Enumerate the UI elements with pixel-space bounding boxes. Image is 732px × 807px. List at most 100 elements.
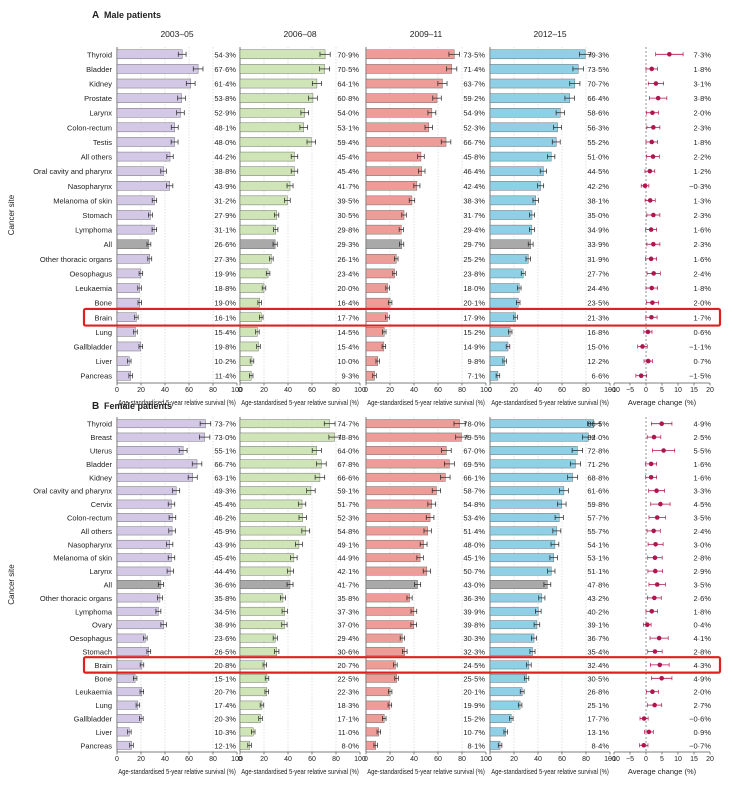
bar: [489, 181, 541, 191]
data-label: 57·7%: [587, 514, 609, 523]
data-label: 19·9%: [463, 701, 485, 710]
data-label: 26·8%: [587, 688, 609, 697]
data-label: 54·8%: [463, 500, 485, 509]
category-label: Lymphoma: [75, 607, 113, 616]
data-label: 27·9%: [214, 211, 236, 220]
data-label: 67·0%: [463, 447, 485, 456]
category-label: Kidney: [89, 473, 112, 482]
data-label: 16·1%: [214, 313, 236, 322]
data-label: 25·1%: [587, 701, 609, 710]
bar: [489, 633, 535, 643]
bar: [365, 108, 433, 118]
bar: [116, 239, 150, 249]
bar: [239, 513, 303, 522]
data-label: 64·0%: [337, 447, 359, 456]
bar: [489, 327, 511, 337]
data-label: 78·8%: [337, 433, 359, 442]
bar: [116, 566, 171, 576]
x-tick-label: 0: [115, 387, 119, 394]
change-label: 0·4%: [693, 621, 711, 630]
category-label: Oesophagus: [69, 634, 112, 643]
bar: [489, 526, 558, 536]
category-label: Nasopharynx: [68, 182, 112, 191]
highlight-box: [82, 307, 722, 327]
bar: [239, 687, 267, 697]
category-label: Leukaemia: [75, 284, 113, 293]
data-label: 52·3%: [463, 123, 485, 132]
bar: [489, 660, 530, 670]
x-axis-label: Age-standardised 5-year relative surviva…: [367, 398, 485, 407]
data-label: 9·8%: [467, 357, 485, 366]
x-tick-label: 0: [115, 756, 119, 763]
bar: [365, 312, 388, 322]
bar: [489, 239, 531, 249]
bar: [239, 446, 318, 455]
data-label: 17·1%: [337, 715, 359, 724]
x-tick-label: 80: [332, 387, 340, 394]
data-label: 47·8%: [587, 581, 609, 590]
bar: [489, 137, 557, 147]
change-point: [645, 329, 651, 335]
change-tick-label: 10: [674, 756, 682, 763]
data-label: 61·4%: [214, 80, 236, 89]
bar: [116, 486, 177, 496]
bar: [116, 166, 164, 176]
bar: [239, 553, 295, 563]
x-axis-label: Age-standardised 5-year relative surviva…: [491, 398, 609, 407]
data-label: 73·5%: [587, 65, 609, 74]
data-label: 23·6%: [214, 634, 236, 643]
category-label: Liver: [96, 357, 113, 366]
category-label: Pancreas: [80, 741, 112, 750]
data-label: 15·4%: [337, 342, 359, 351]
bar: [116, 446, 184, 455]
x-tick-label: 80: [458, 387, 466, 394]
data-label: 41·7%: [337, 182, 359, 191]
change-label: 2·3%: [693, 240, 711, 249]
x-tick-label: 0: [238, 756, 242, 763]
bar: [239, 539, 300, 549]
change-point: [652, 568, 658, 574]
bar: [116, 539, 170, 549]
data-label: 66·1%: [463, 473, 485, 482]
bar: [116, 341, 141, 352]
bar: [365, 93, 438, 103]
data-label: 18·0%: [463, 284, 485, 293]
bar: [116, 312, 137, 322]
x-tick-label: 40: [534, 756, 542, 763]
data-label: 20·8%: [214, 661, 236, 670]
data-label: 34·5%: [214, 607, 236, 616]
change-label: 2·0%: [693, 109, 711, 118]
x-tick-label: 20: [386, 387, 394, 394]
x-tick-label: 20: [260, 387, 268, 394]
data-label: 29·7%: [463, 240, 485, 249]
change-point: [650, 110, 655, 116]
bar: [239, 210, 277, 220]
bar: [239, 593, 284, 603]
x-tick-label: 80: [332, 756, 340, 763]
change-axis-label: Average change (%): [628, 767, 697, 776]
data-label: 53·8%: [214, 94, 236, 103]
data-label: 44·9%: [337, 554, 359, 563]
bar: [239, 499, 303, 509]
change-point: [649, 139, 655, 145]
change-tick-label: 0: [644, 387, 648, 394]
change-label: 2·4%: [693, 527, 711, 536]
bar: [365, 283, 388, 293]
bar: [365, 606, 415, 616]
data-label: 43·0%: [463, 581, 485, 590]
data-label: 53·1%: [587, 554, 609, 563]
change-point: [655, 95, 661, 101]
change-label: 2·0%: [693, 299, 711, 308]
data-label: 34·9%: [587, 226, 609, 235]
bar: [365, 486, 437, 496]
data-label: 35·0%: [587, 211, 609, 220]
change-point: [661, 448, 666, 453]
category-label: Oral cavity and pharynx: [33, 167, 112, 176]
data-label: 35·4%: [587, 648, 609, 657]
bar: [239, 312, 262, 322]
bar: [489, 580, 548, 589]
change-point: [648, 461, 654, 467]
change-tick-label: 15: [690, 756, 698, 763]
x-tick-label: 60: [185, 756, 193, 763]
x-tick-label: 20: [260, 756, 268, 763]
